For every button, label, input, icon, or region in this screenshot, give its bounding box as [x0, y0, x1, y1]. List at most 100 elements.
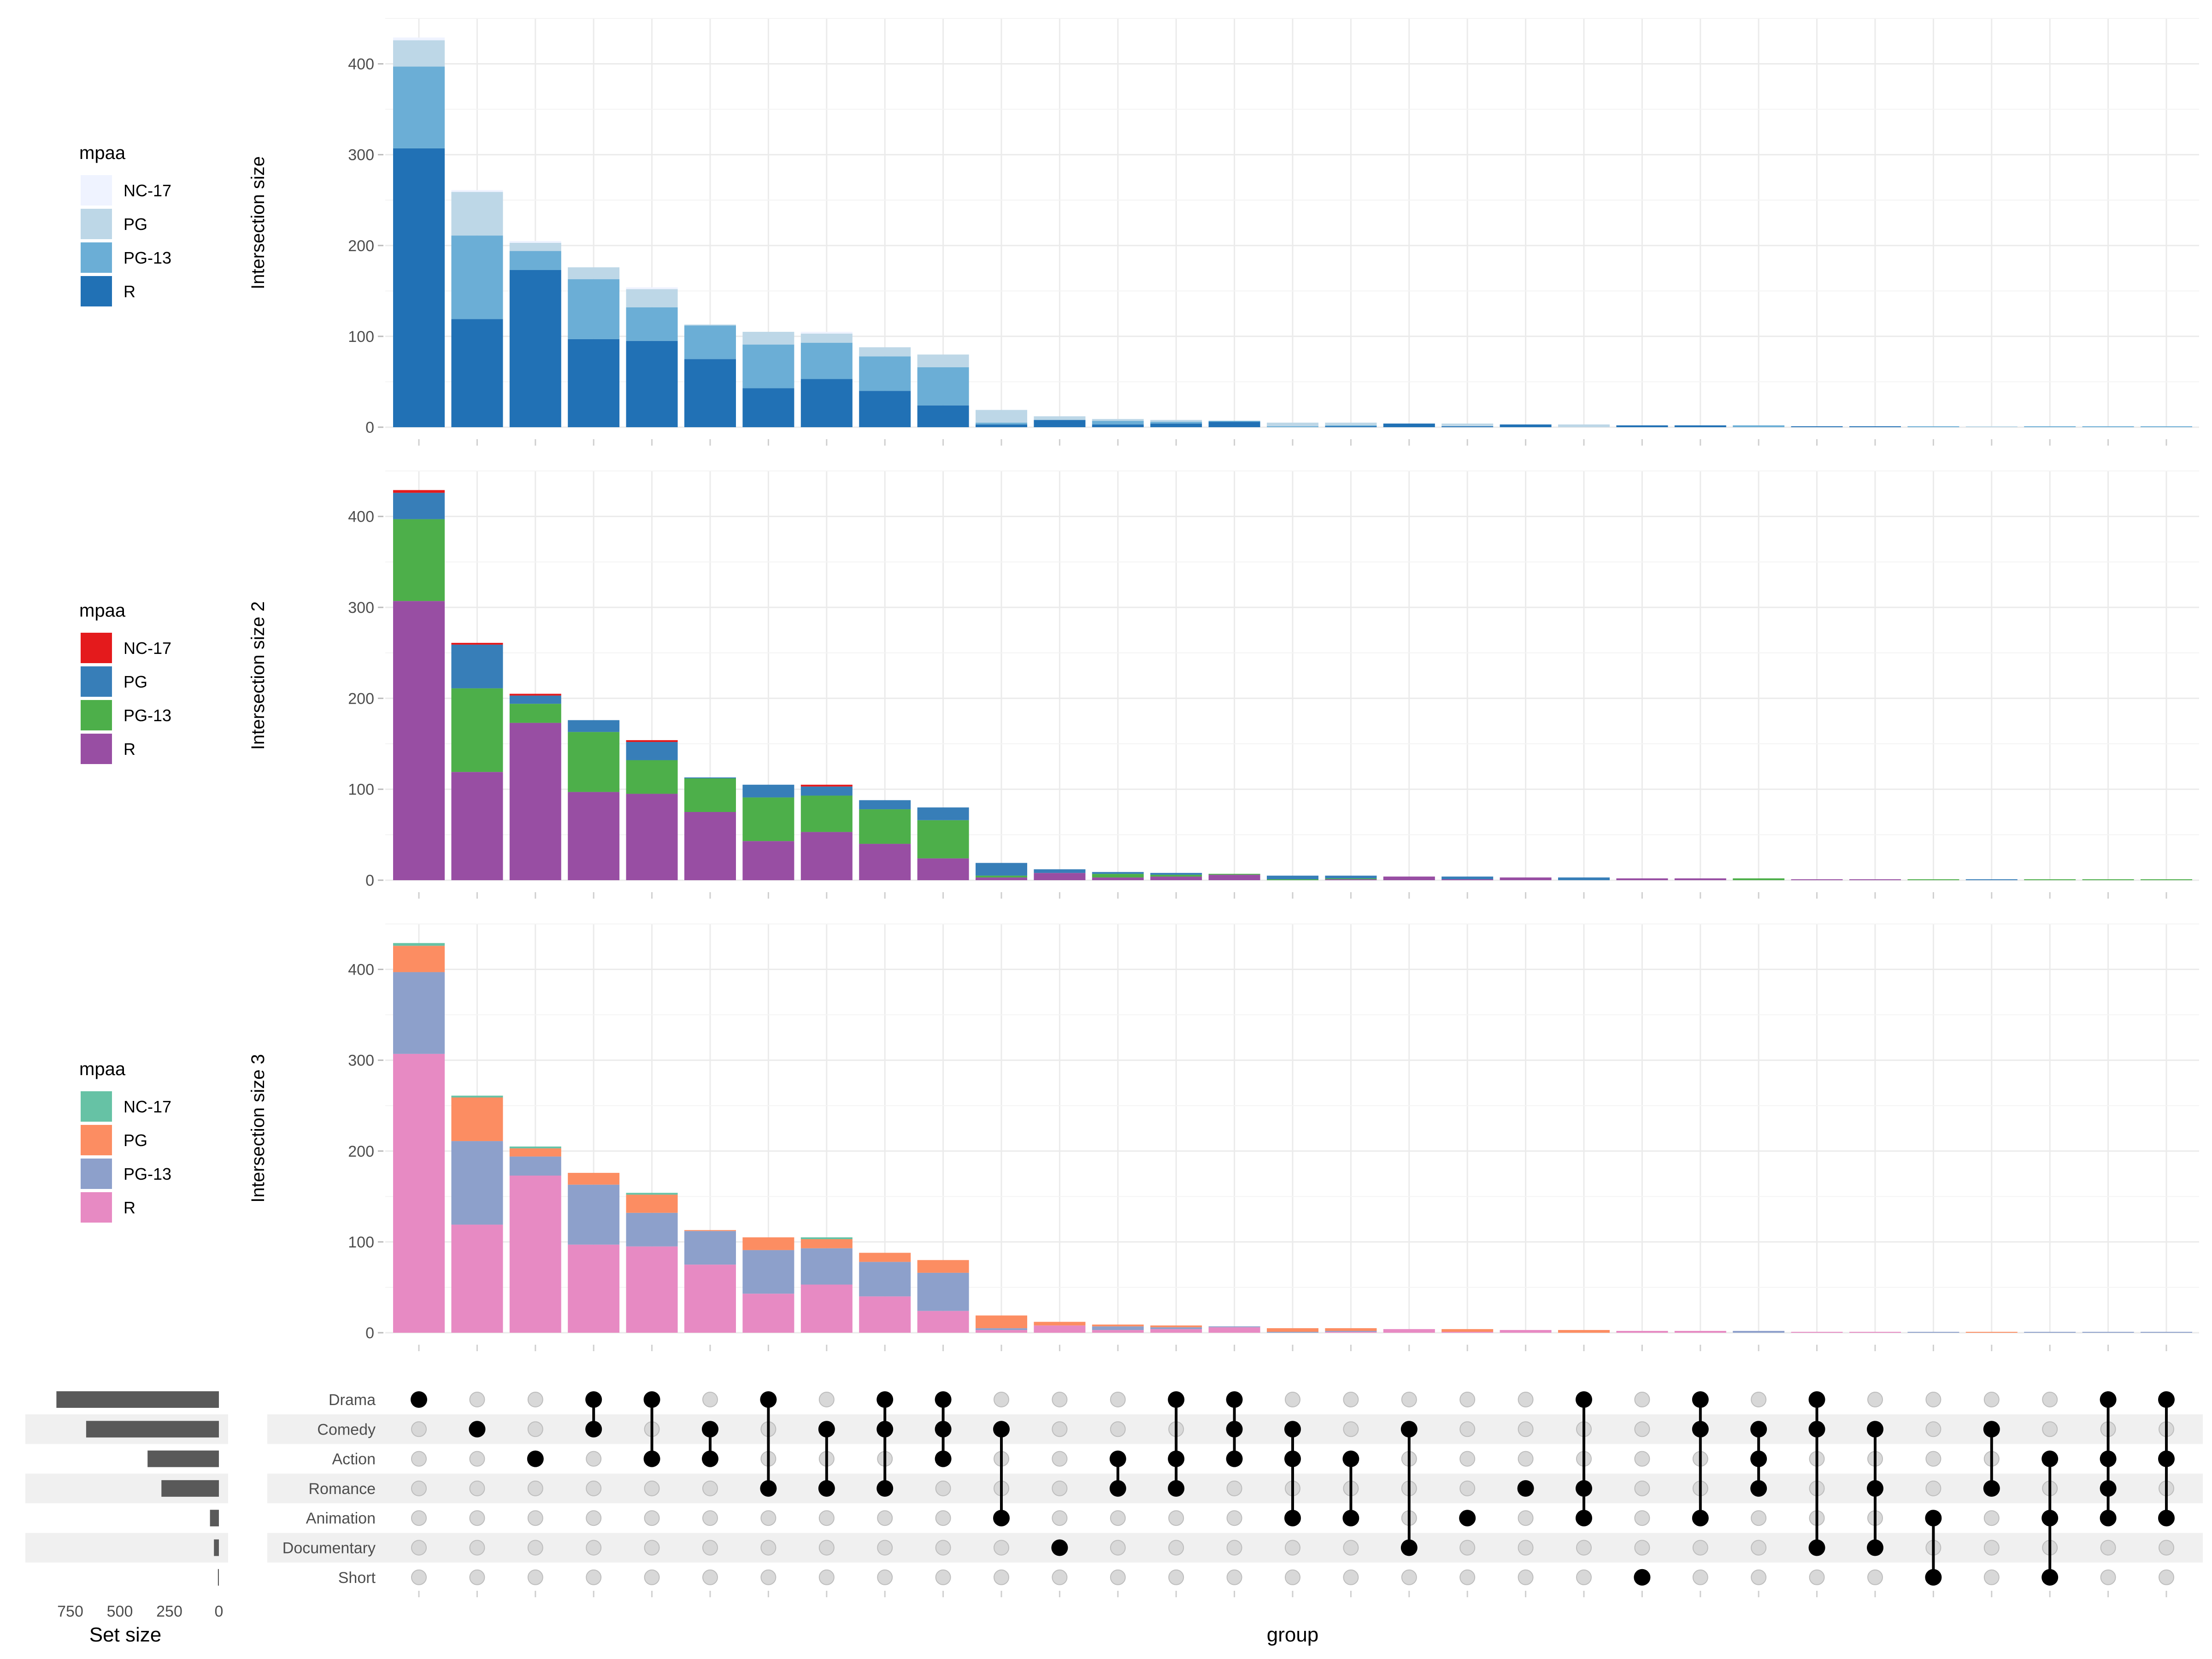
bar-pg: [1150, 1325, 1202, 1328]
bar-pg: [393, 493, 445, 519]
matrix-dot-empty: [1052, 1392, 1068, 1407]
matrix-dot-empty: [527, 1392, 543, 1407]
bar-r: [684, 359, 736, 427]
matrix-dot-filled: [1051, 1539, 1068, 1556]
y-tick-label: 300: [348, 147, 374, 164]
matrix-dot-empty: [1634, 1540, 1650, 1556]
matrix-dot-empty: [702, 1569, 718, 1585]
bar-pg: [1034, 869, 1086, 873]
matrix-dot-filled: [993, 1421, 1010, 1438]
bar-pg-13: [1208, 1326, 1260, 1328]
matrix-dot-empty: [411, 1540, 427, 1556]
bar-pg-13: [1150, 875, 1202, 877]
matrix-dot-filled: [1226, 1391, 1243, 1408]
matrix-dot-filled: [2041, 1450, 2059, 1467]
bar-pg: [859, 1253, 911, 1262]
bar-pg-13: [976, 1328, 1027, 1330]
matrix-dot-empty: [935, 1569, 951, 1585]
bar-pg: [1558, 1330, 1610, 1333]
matrix-column: [1867, 1392, 1883, 1585]
bar-pg-13: [1208, 874, 1260, 875]
matrix-column: [760, 1391, 777, 1585]
matrix-dot-empty: [1518, 1392, 1534, 1407]
matrix-dot-filled: [1808, 1539, 1825, 1556]
bar-r: [1383, 424, 1435, 427]
matrix-dot-filled: [1109, 1450, 1126, 1467]
legend-label-r: R: [124, 282, 135, 301]
bar-pg-13: [1733, 1331, 1785, 1333]
bar-r: [1150, 877, 1202, 880]
matrix-dot-empty: [1518, 1540, 1534, 1556]
matrix-dot-empty: [1692, 1569, 1708, 1585]
bar-pg: [742, 1237, 794, 1250]
bar-pg: [393, 40, 445, 67]
bar-pg: [393, 946, 445, 972]
bar-r: [1674, 878, 1726, 880]
bar-nc-17: [800, 784, 853, 787]
bar-r: [1092, 877, 1144, 880]
bar-r: [451, 1224, 503, 1333]
bar-pg-13: [509, 251, 561, 270]
bar-pg: [1441, 424, 1494, 427]
matrix-column: [1925, 1392, 1942, 1586]
matrix-dot-empty: [1285, 1392, 1300, 1407]
bar-nc-17: [451, 190, 503, 192]
matrix-dot-empty: [1518, 1569, 1534, 1585]
bar-pg: [1965, 426, 2018, 427]
bar-r: [742, 841, 794, 880]
matrix-dot-empty: [1401, 1392, 1417, 1407]
matrix-dot-empty: [1925, 1392, 1941, 1407]
legend-title: mpaa: [79, 600, 126, 621]
bar-pg-13: [2082, 1332, 2134, 1333]
matrix-dot-filled: [1400, 1539, 1418, 1556]
bar-nc-17: [800, 332, 853, 334]
y-tick-label: 400: [348, 508, 374, 526]
bar-pg-13: [2024, 1332, 2076, 1333]
matrix-dot-filled: [1692, 1510, 1709, 1527]
bar-pg-13: [509, 1156, 561, 1176]
bar-nc-17: [393, 490, 445, 493]
bar-r: [393, 1053, 445, 1333]
bar-pg-13: [859, 356, 911, 391]
bar-pg: [1325, 423, 1377, 426]
bar-r: [1383, 877, 1435, 880]
bar-pg: [1441, 877, 1494, 880]
legend-swatch-pg-13: [81, 700, 112, 730]
bar-pg: [568, 267, 620, 279]
matrix-dot-filled: [1692, 1421, 1709, 1438]
bar-nc-17: [393, 37, 445, 41]
bar-r: [626, 341, 678, 427]
bar-r: [1791, 879, 1843, 880]
set-label-animation: Animation: [306, 1510, 376, 1527]
bar-pg: [917, 1260, 969, 1273]
bar-r: [1150, 424, 1202, 427]
set-size-bar-documentary: [214, 1539, 219, 1556]
bar-pg-13: [1267, 1332, 1318, 1333]
bar-r: [509, 723, 561, 880]
matrix-dot-filled: [1284, 1421, 1301, 1438]
matrix-dot-empty: [1052, 1510, 1068, 1526]
bar-r: [1674, 425, 1726, 427]
bar-r: [917, 1311, 969, 1333]
bar-pg-13: [1150, 1327, 1202, 1330]
matrix-dot-filled: [2158, 1510, 2175, 1527]
bar-r: [393, 148, 445, 427]
matrix-column: [935, 1391, 952, 1585]
matrix-dot-empty: [702, 1510, 718, 1526]
matrix-dot-empty: [1634, 1451, 1650, 1467]
matrix-column: [411, 1391, 427, 1585]
intersection-panels: 0 100 200 300 400 Intersection size mpaa NC-17 P…: [79, 18, 2199, 1351]
bar-r: [800, 1284, 853, 1333]
bar-pg-13: [2141, 1332, 2192, 1333]
bar-pg: [1558, 877, 1610, 880]
legend-swatch-pg: [81, 1125, 112, 1155]
matrix-dot-empty: [1518, 1421, 1534, 1437]
matrix-dot-empty: [586, 1510, 602, 1526]
matrix-dot-empty: [1983, 1569, 2000, 1585]
legend-swatch-pg: [81, 666, 112, 697]
matrix-dot-filled: [1925, 1510, 1942, 1527]
matrix-dot-empty: [469, 1392, 485, 1407]
bar-r: [684, 812, 736, 880]
bar-r: [1383, 1329, 1435, 1333]
legend: mpaa NC-17 PG PG-13 R: [79, 143, 171, 306]
